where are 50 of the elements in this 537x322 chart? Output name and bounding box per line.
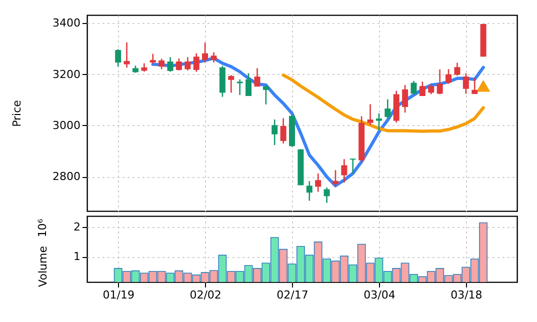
y-tick-label: 2800 [52, 170, 80, 183]
candlestick [367, 104, 374, 126]
candlestick [158, 58, 165, 70]
candlestick [436, 68, 443, 95]
candlestick [446, 68, 452, 84]
y-tick-label: 3400 [52, 16, 80, 30]
candlestick [454, 62, 460, 76]
candlestick [150, 53, 156, 64]
x-tick-label: 03/18 [450, 288, 482, 302]
y-axis-title: Price [10, 100, 24, 127]
candlestick [246, 72, 252, 97]
x-tick-label: 02/17 [276, 288, 308, 302]
candlestick [176, 58, 182, 72]
y-tick-label: 1 [74, 250, 80, 264]
candlestick [193, 52, 200, 72]
y-tick-label: 2 [74, 220, 80, 234]
candlestick [410, 80, 417, 95]
x-tick-label: 03/04 [364, 288, 396, 302]
candlestick [202, 42, 208, 64]
candlestick [167, 56, 174, 72]
x-tick-label: 01/19 [102, 288, 134, 302]
candlestick [280, 118, 286, 144]
candlestick [384, 98, 391, 120]
candlestick [350, 158, 356, 174]
candlestick [210, 52, 217, 64]
x-tick-label: 02/02 [190, 288, 222, 302]
candlestick [332, 169, 338, 188]
y-axis-title: Volume [36, 246, 50, 287]
candlestick [272, 118, 278, 146]
y-tick-label: 3200 [52, 68, 80, 81]
candlestick [236, 78, 243, 96]
y-tick-label: 3000 [52, 118, 80, 132]
candlestick [324, 186, 330, 204]
candlestick [254, 68, 260, 88]
candlestick [315, 172, 322, 192]
candlestick [376, 112, 382, 131]
candlestick [402, 84, 408, 114]
line-series [282, 73, 485, 133]
candlestick [428, 84, 434, 95]
candlestick [124, 42, 130, 68]
candlestick [341, 158, 348, 184]
candlestick [228, 74, 234, 94]
candlestick [462, 72, 469, 94]
candlestick [306, 180, 312, 202]
candlestick [115, 48, 122, 68]
candlestick [262, 84, 269, 106]
text: 10⁶ [36, 218, 49, 238]
candlestick [184, 56, 191, 72]
candlestick [419, 81, 426, 97]
candlestick [472, 77, 478, 95]
